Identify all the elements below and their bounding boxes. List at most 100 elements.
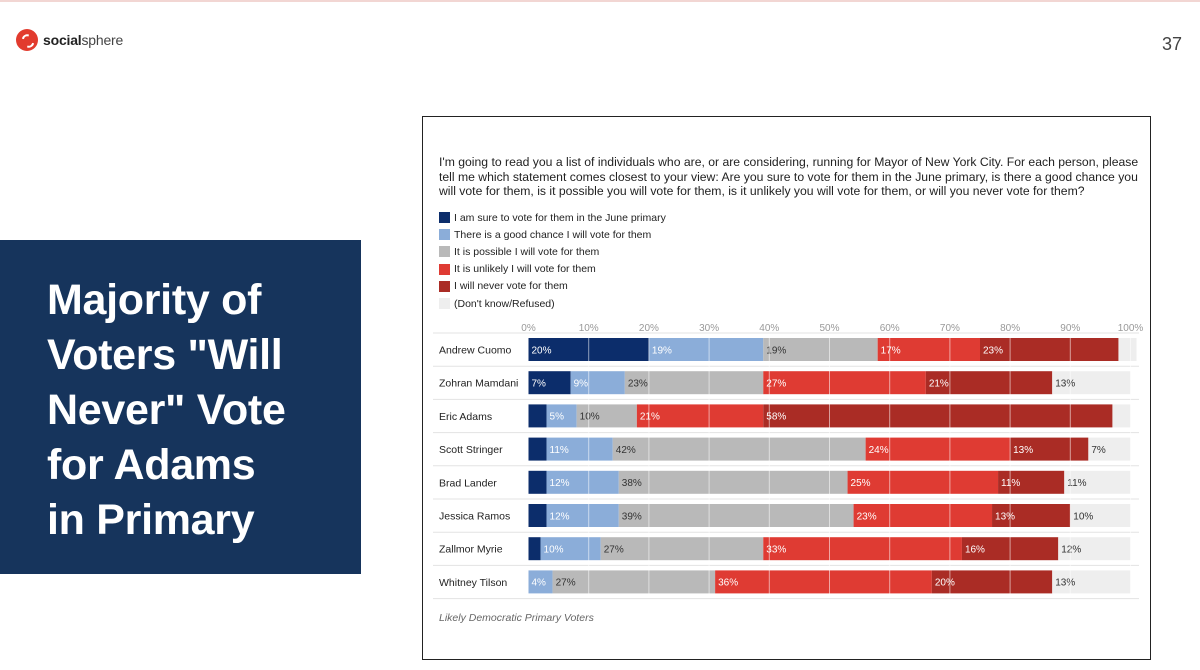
bar-segment: [528, 537, 541, 561]
headline-line: Never" Vote: [47, 386, 286, 434]
bar-segment: [1112, 404, 1131, 428]
bar-segment: [528, 437, 547, 461]
data-label: 13%: [1055, 578, 1075, 589]
bar-segment: [612, 437, 866, 461]
data-label: 23%: [628, 379, 648, 390]
logo-text: socialsphere: [43, 32, 124, 48]
data-label: 7%: [532, 379, 547, 390]
data-label: 16%: [965, 545, 985, 556]
bar-segment: [998, 470, 1065, 494]
x-tick-label: 90%: [1060, 323, 1080, 334]
category-label: Eric Adams: [439, 411, 492, 423]
bar-segment: [600, 537, 764, 561]
data-label: 10%: [580, 412, 600, 423]
legend-label: I will never vote for them: [454, 280, 568, 293]
data-label: 27%: [604, 545, 624, 556]
bar-segment: [763, 404, 1113, 428]
legend-item: It is unlikely I will vote for them: [439, 261, 666, 278]
bar-segment: [648, 338, 764, 361]
data-label: 11%: [1067, 478, 1086, 489]
legend-swatch: [439, 212, 450, 224]
headline-line: Voters "Will: [47, 331, 283, 379]
bar-segment: [528, 570, 553, 594]
x-tick-label: 60%: [880, 323, 900, 334]
data-label: 12%: [550, 478, 570, 489]
bar-segment: [546, 470, 619, 494]
chart-legend: I am sure to vote for them in the June p…: [439, 209, 666, 312]
data-label: 19%: [652, 345, 672, 356]
stacked-bar-chart: 0% 10% 20% 30% 40% 50% 60% 70% 80% 90% 100% Andrew …: [433, 323, 1143, 600]
headline-panel: Majority of Voters "Will Never" Vote for…: [0, 240, 361, 574]
category-label: Brad Lander: [439, 477, 497, 489]
legend-swatch: [439, 246, 450, 258]
legend-swatch: [439, 280, 450, 292]
bar-segment: [847, 470, 999, 494]
chart-frame: I'm going to read you a list of individu…: [422, 116, 1151, 660]
x-tick-label: 70%: [940, 323, 960, 334]
category-label: Jessica Ramos: [439, 511, 510, 523]
bar-segment: [853, 504, 993, 527]
logo-icon: [16, 29, 38, 51]
x-tick-label: 80%: [1000, 323, 1020, 334]
bar-segment: [528, 404, 547, 428]
legend-label: (Don't know/Refused): [454, 297, 555, 310]
legend-item: (Don't know/Refused): [439, 295, 666, 312]
bar-segment: [540, 537, 601, 561]
data-label: 25%: [851, 478, 871, 489]
bar-segment: [1118, 338, 1137, 361]
bar-segment: [931, 570, 1053, 594]
data-label: 4%: [532, 578, 547, 589]
data-label: 5%: [550, 412, 565, 423]
legend-item: It is possible I will vote for them: [439, 243, 666, 260]
legend-swatch: [439, 298, 450, 310]
bar-segment: [763, 537, 962, 561]
bar-segment: [877, 338, 980, 361]
headline-line: for Adams: [47, 441, 256, 489]
bar-segment: [1052, 570, 1131, 594]
socialsphere-logo: socialsphere: [16, 29, 123, 51]
data-label: 23%: [857, 511, 877, 522]
bar-segment: [1064, 470, 1131, 494]
data-label: 21%: [640, 412, 660, 423]
bar-segment: [636, 404, 764, 428]
category-label: Andrew Cuomo: [439, 345, 512, 357]
category-label: Scott Stringer: [439, 444, 503, 456]
bar-segment: [528, 371, 571, 395]
data-label: 7%: [1091, 445, 1106, 456]
legend-item: I will never vote for them: [439, 278, 666, 295]
survey-question: I'm going to read you a list of individu…: [439, 155, 1139, 198]
bar-segment: [552, 570, 716, 594]
bar-segment: [570, 371, 625, 395]
bar-segment: [763, 371, 926, 395]
category-label: Zallmor Myrie: [439, 544, 503, 556]
bar-segment: [528, 470, 547, 494]
legend-item: I am sure to vote for them in the June p…: [439, 209, 666, 226]
bar-segment: [1052, 371, 1131, 395]
data-label: 36%: [718, 578, 738, 589]
x-tick-label: 10%: [579, 323, 599, 334]
bar-segment: [1058, 537, 1131, 561]
headline-line: in Primary: [47, 496, 255, 544]
x-tick-label: 0%: [521, 323, 536, 334]
headline: Majority of Voters "Will Never" Vote for…: [47, 273, 347, 548]
data-label: 24%: [869, 445, 889, 456]
x-tick-label: 50%: [819, 323, 839, 334]
legend-label: I am sure to vote for them in the June p…: [454, 211, 666, 224]
bar-segment: [618, 470, 848, 494]
x-tick-label: 30%: [699, 323, 719, 334]
data-label: 20%: [532, 345, 552, 356]
bar-segment: [1010, 437, 1089, 461]
top-divider: [0, 0, 1200, 2]
bar-segment: [865, 437, 1011, 461]
data-label: 10%: [544, 545, 564, 556]
x-tick-label: 40%: [759, 323, 779, 334]
data-label: 11%: [550, 445, 569, 456]
bar-segment: [624, 371, 764, 395]
bar-segment: [1070, 504, 1131, 527]
data-label: 13%: [1055, 379, 1075, 390]
data-label: 42%: [616, 445, 636, 456]
headline-line: Majority of: [47, 276, 262, 324]
legend-label: It is unlikely I will vote for them: [454, 263, 596, 276]
bar-segment: [763, 338, 878, 361]
data-label: 38%: [622, 478, 642, 489]
